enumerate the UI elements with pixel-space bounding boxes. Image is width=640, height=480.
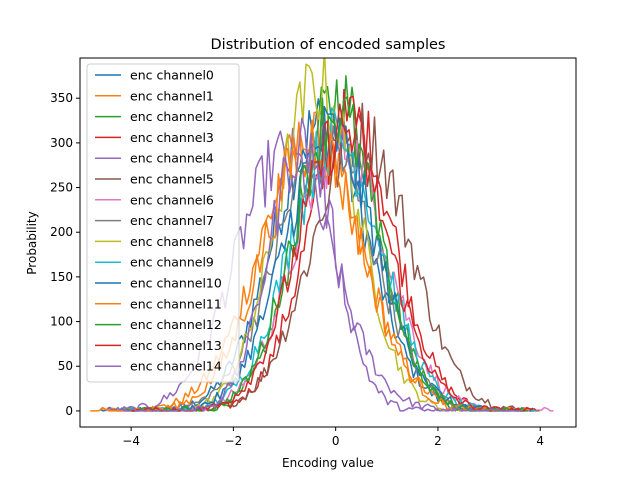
legend-label: enc channel9 [130,255,214,270]
legend-label: enc channel1 [130,88,214,103]
y-tick-label: 0 [65,404,73,418]
legend-label: enc channel6 [130,192,214,207]
x-tick-label: 2 [434,434,442,448]
legend: enc channel0 enc channel1 enc channel2 enc … [86,63,240,383]
chart-title: Distribution of encoded samples [211,37,446,53]
legend-label: enc channel0 [130,68,214,83]
legend-label: enc channel11 [130,296,222,311]
x-axis-ticks: −4 −2 0 2 4 [122,427,544,448]
y-tick-label: 350 [50,91,73,105]
legend-label: enc channel2 [130,109,214,124]
legend-label: enc channel8 [130,234,214,249]
legend-label: enc channel13 [130,338,222,353]
x-tick-label: 0 [332,434,340,448]
y-tick-label: 100 [50,315,73,329]
y-tick-label: 300 [50,136,73,150]
x-axis-label: Encoding value [282,456,374,470]
y-tick-label: 150 [50,270,73,284]
y-tick-label: 50 [58,359,73,373]
series-lines [90,58,554,412]
legend-label: enc channel7 [130,213,214,228]
series-line-11 [100,119,530,412]
legend-label: enc channel4 [130,151,214,166]
legend-box [86,63,240,383]
y-axis-label: Probability [25,211,39,274]
legend-label: enc channel5 [130,172,214,187]
plot-frame [79,57,577,428]
series-line-14 [120,117,523,412]
x-tick-label: −2 [225,434,243,448]
y-axis-ticks: 0 50 100 150 200 250 300 350 [50,91,80,418]
y-tick-label: 200 [50,225,73,239]
legend-label: enc channel3 [130,130,214,145]
series-line-5 [171,102,535,412]
x-tick-label: −4 [122,434,140,448]
y-tick-label: 250 [50,181,73,195]
x-tick-label: 4 [536,434,544,448]
legend-label: enc channel10 [130,276,222,291]
legend-label: enc channel14 [130,359,222,374]
legend-label: enc channel12 [130,317,222,332]
